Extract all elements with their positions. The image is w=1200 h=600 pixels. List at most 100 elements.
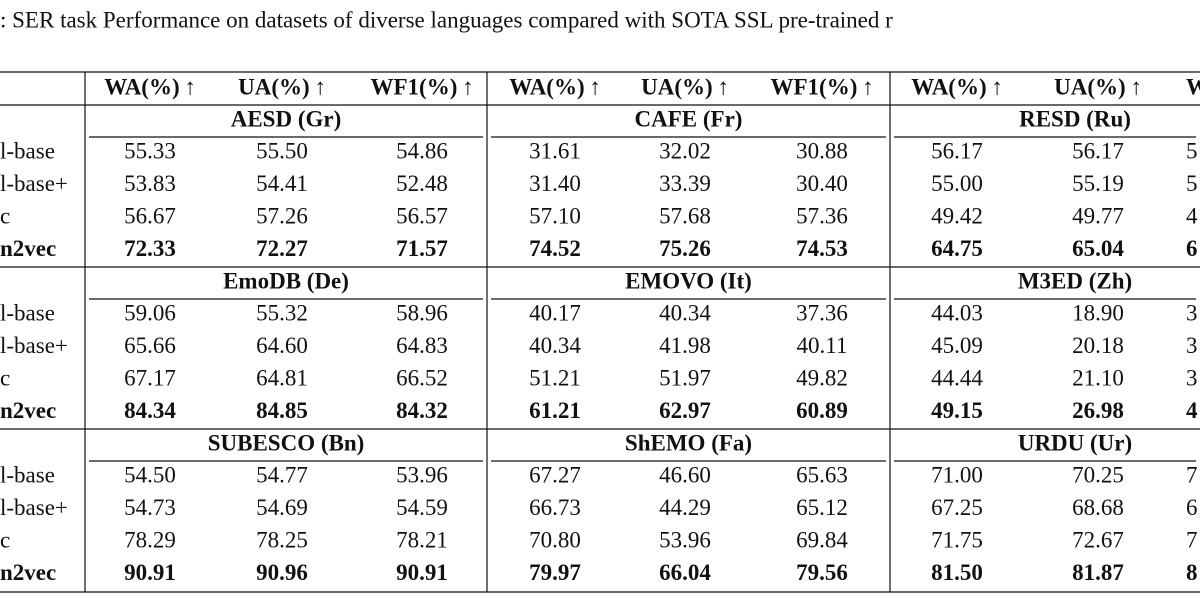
cell: 44.44 (931, 365, 983, 390)
cell: 65.63 (796, 462, 848, 487)
row-label: l-base+ (0, 171, 68, 196)
dataset-name: ShEMO (Fa) (625, 430, 752, 455)
dataset-name: RESD (Ru) (1019, 106, 1131, 131)
cell: 78.21 (396, 527, 448, 552)
cell: 65.66 (124, 333, 176, 358)
cell: 56.17 (931, 138, 983, 163)
cell: 49.82 (796, 365, 848, 390)
cell: 78.29 (124, 527, 176, 552)
cell: 59.06 (124, 300, 176, 325)
cell: 7 (1186, 462, 1198, 487)
cell: 3 (1186, 300, 1198, 325)
dataset-name: URDU (Ur) (1018, 430, 1132, 455)
cell: 3 (1186, 365, 1198, 390)
cell: 90.91 (396, 560, 448, 585)
cell: 8 (1186, 560, 1198, 585)
cell: 66.73 (529, 495, 581, 520)
dataset-name: CAFE (Fr) (635, 106, 743, 131)
cell: 49.15 (931, 398, 983, 423)
cell: 64.75 (931, 236, 983, 261)
cell: 53.96 (396, 462, 448, 487)
cell: 79.97 (529, 560, 581, 585)
row-label: l-base (0, 300, 55, 325)
cell: 49.77 (1072, 203, 1124, 228)
cell: 78.25 (256, 527, 308, 552)
column-header: WA(%) ↑ (509, 74, 600, 99)
cell: 54.73 (124, 495, 176, 520)
cell: 18.90 (1072, 300, 1124, 325)
cell: 56.57 (396, 203, 448, 228)
cell: 41.98 (659, 333, 711, 358)
cell: 61.21 (529, 398, 581, 423)
cell: 53.96 (659, 527, 711, 552)
cell: 57.10 (529, 203, 581, 228)
row-label: c (0, 527, 10, 552)
row-label: l-base+ (0, 333, 68, 358)
dataset-name: SUBESCO (Bn) (208, 430, 365, 455)
cell: 71.00 (931, 462, 983, 487)
cell: 33.39 (659, 171, 711, 196)
cell: 65.12 (796, 495, 848, 520)
cell: 37.36 (796, 300, 848, 325)
cell: 72.33 (124, 236, 176, 261)
cell: 21.10 (1072, 365, 1124, 390)
cell: 54.77 (256, 462, 308, 487)
cell: 5 (1186, 171, 1198, 196)
cell: 30.88 (796, 138, 848, 163)
cell: 69.84 (796, 527, 848, 552)
cell: 51.21 (529, 365, 581, 390)
cell: 55.32 (256, 300, 308, 325)
dataset-name: EmoDB (De) (223, 268, 349, 293)
cell: 51.97 (659, 365, 711, 390)
cell: 70.25 (1072, 462, 1124, 487)
column-header: WA(%) ↑ (104, 74, 195, 99)
cell: 3 (1186, 333, 1198, 358)
cell: 75.26 (659, 236, 711, 261)
cell: 90.96 (256, 560, 308, 585)
cell: 44.29 (659, 495, 711, 520)
cell: 54.41 (256, 171, 308, 196)
cell: 40.17 (529, 300, 581, 325)
cell: 68.68 (1072, 495, 1124, 520)
cell: 44.03 (931, 300, 983, 325)
column-header: UA(%) ↑ (641, 74, 729, 99)
cell: 70.80 (529, 527, 581, 552)
cell: 84.32 (396, 398, 448, 423)
cell: 4 (1186, 203, 1198, 228)
dataset-name: M3ED (Zh) (1018, 268, 1132, 293)
cell: 31.61 (529, 138, 581, 163)
row-label: c (0, 203, 10, 228)
cell: 65.04 (1072, 236, 1124, 261)
cell: 46.60 (659, 462, 711, 487)
cell: 56.17 (1072, 138, 1124, 163)
cell: 55.19 (1072, 171, 1124, 196)
row-label: l-base+ (0, 495, 68, 520)
cell: 55.00 (931, 171, 983, 196)
cell: 64.60 (256, 333, 308, 358)
row-label: l-base (0, 138, 55, 163)
cell: 72.27 (256, 236, 308, 261)
cell: 54.69 (256, 495, 308, 520)
column-header: WA(%) ↑ (911, 74, 1002, 99)
cell: 74.53 (796, 236, 848, 261)
cell: 54.59 (396, 495, 448, 520)
cell: 49.42 (931, 203, 983, 228)
cell: 40.11 (797, 333, 848, 358)
cell: 58.96 (396, 300, 448, 325)
cell: 81.87 (1072, 560, 1124, 585)
row-label: l-base (0, 462, 55, 487)
cell: 84.85 (256, 398, 308, 423)
cell: 40.34 (529, 333, 581, 358)
cell: 52.48 (396, 171, 448, 196)
dataset-name: EMOVO (It) (625, 268, 752, 293)
cell: 74.52 (529, 236, 581, 261)
column-header: WF (1186, 74, 1200, 99)
column-header: WF1(%) ↑ (771, 74, 874, 99)
row-label: n2vec (0, 560, 56, 585)
cell: 67.17 (124, 365, 176, 390)
dataset-name: AESD (Gr) (231, 106, 342, 131)
cell: 66.04 (659, 560, 711, 585)
cell: 6 (1186, 495, 1198, 520)
caption: : SER task Performance on datasets of di… (0, 7, 893, 32)
